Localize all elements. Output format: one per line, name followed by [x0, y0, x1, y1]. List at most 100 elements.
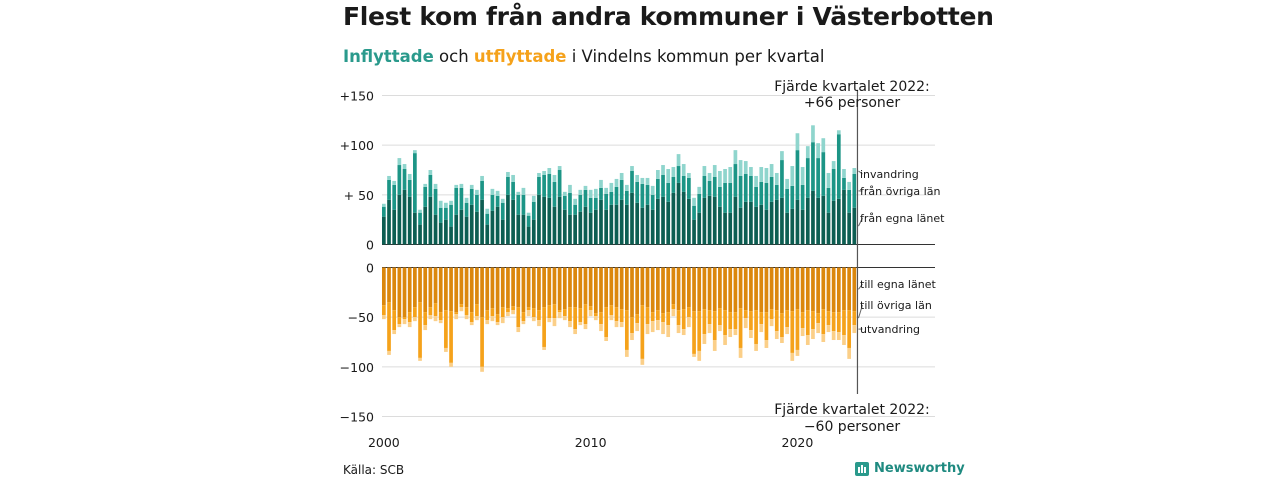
bar-in-other-counties	[630, 170, 634, 193]
bar-in-other-counties	[661, 174, 665, 197]
bar-in-own-county	[702, 197, 707, 245]
bar-in-own-county	[423, 206, 428, 245]
series-label-leader	[858, 170, 863, 175]
bar-out-other-counties	[573, 307, 577, 330]
bar-in-own-county	[733, 196, 738, 245]
bar-out-emigration	[382, 315, 386, 320]
subtitle-outflow-label: utflyttade	[473, 47, 567, 66]
bar-out-own-county	[402, 267, 407, 318]
source-note: Källa: SCB	[343, 463, 405, 477]
bar-out-other-counties	[805, 310, 810, 336]
bar-out-other-counties	[630, 317, 634, 334]
bar-out-own-county	[583, 267, 588, 305]
bar-out-own-county	[469, 267, 474, 313]
bar-out-emigration	[568, 321, 572, 328]
bar-out-emigration	[490, 316, 495, 322]
bar-in-immigration	[583, 185, 588, 190]
bar-out-emigration	[780, 337, 784, 343]
bar-in-own-county	[407, 196, 412, 245]
bar-out-own-county	[568, 267, 572, 308]
bar-out-other-counties	[702, 309, 707, 335]
bar-out-own-county	[495, 267, 500, 315]
bar-in-other-counties	[438, 207, 443, 223]
bar-in-immigration	[542, 170, 546, 175]
bar-in-own-county	[609, 204, 614, 245]
bar-out-emigration	[800, 328, 805, 337]
bar-in-other-counties	[526, 215, 531, 227]
bar-in-own-county	[640, 207, 645, 245]
y-tick-label: 0	[366, 238, 374, 253]
bar-in-other-counties	[469, 188, 474, 205]
bar-out-emigration	[702, 334, 707, 344]
bar-in-immigration	[557, 166, 562, 170]
bar-in-own-county	[464, 216, 469, 245]
x-tick-label: 2000	[368, 435, 400, 450]
bar-in-immigration	[413, 150, 417, 154]
bar-in-other-counties	[490, 194, 495, 211]
bar-in-other-counties	[578, 194, 583, 212]
y-tick-label: + 50	[344, 188, 374, 203]
bar-in-other-counties	[826, 187, 831, 213]
bar-out-own-county	[635, 267, 640, 315]
bar-out-other-counties	[754, 310, 758, 344]
bar-out-own-county	[531, 267, 536, 309]
bar-out-emigration	[743, 318, 748, 329]
bar-in-immigration	[568, 184, 572, 193]
bar-in-immigration	[562, 191, 567, 196]
bar-out-emigration	[562, 316, 567, 321]
bar-out-other-counties	[557, 310, 562, 313]
bar-in-other-counties	[449, 204, 453, 227]
bar-in-own-county	[521, 214, 526, 245]
bar-in-other-counties	[392, 184, 397, 210]
subtitle-inflow-label: Inflyttade	[343, 47, 434, 66]
bar-out-own-county	[805, 267, 810, 311]
bar-out-own-county	[630, 267, 634, 318]
bar-in-own-county	[516, 214, 521, 245]
bar-in-other-counties	[407, 179, 412, 197]
bar-in-own-county	[630, 192, 634, 245]
bar-in-own-county	[552, 206, 557, 245]
bar-out-other-counties	[681, 309, 686, 330]
bar-out-other-counties	[397, 317, 402, 325]
y-tick-label: −150	[340, 410, 374, 425]
bar-in-own-county	[593, 209, 598, 245]
bar-chart-icon	[855, 461, 869, 476]
bar-out-other-counties	[774, 310, 779, 332]
bar-out-own-county	[604, 267, 609, 308]
bar-out-other-counties	[692, 311, 696, 354]
bar-out-other-counties	[671, 304, 676, 310]
bar-out-other-counties	[640, 305, 645, 359]
bar-in-other-counties	[723, 182, 727, 213]
bar-out-other-counties	[749, 311, 753, 331]
bar-in-own-county	[635, 202, 640, 245]
bar-in-own-county	[712, 196, 717, 245]
bar-in-immigration	[821, 138, 826, 153]
bar-in-other-counties	[537, 176, 541, 195]
bar-out-other-counties	[516, 307, 521, 328]
bar-in-other-counties	[444, 207, 448, 220]
bar-out-own-county	[733, 267, 738, 313]
bar-out-other-counties	[795, 309, 800, 350]
bar-in-own-county	[604, 209, 609, 245]
bar-out-emigration	[397, 324, 402, 328]
bar-out-emigration	[573, 329, 577, 335]
bar-in-other-counties	[759, 181, 764, 205]
bar-in-other-counties	[593, 197, 598, 210]
bar-out-emigration	[428, 315, 433, 320]
bar-in-immigration	[681, 164, 686, 176]
bar-in-immigration	[733, 150, 738, 165]
bar-in-immigration	[723, 169, 727, 183]
bar-in-immigration	[624, 184, 629, 191]
bar-in-other-counties	[836, 134, 841, 199]
bar-in-other-counties	[557, 170, 562, 197]
bar-in-own-county	[573, 214, 577, 245]
bar-out-other-counties	[733, 312, 738, 330]
bar-out-emigration	[454, 314, 459, 320]
y-tick-label: +150	[340, 89, 374, 104]
bar-out-emigration	[547, 318, 552, 323]
bar-out-own-county	[697, 267, 702, 312]
bar-out-emigration	[656, 320, 660, 331]
bar-in-immigration	[650, 185, 655, 195]
bar-in-immigration	[423, 183, 428, 187]
bar-in-own-county	[687, 198, 691, 245]
